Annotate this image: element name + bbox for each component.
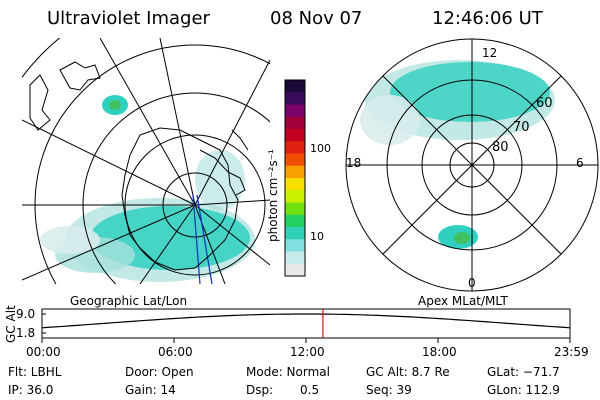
colorbar-swatch bbox=[285, 263, 305, 277]
info-dsp-label: Dsp: bbox=[246, 383, 274, 397]
colorbar-swatch bbox=[285, 202, 305, 216]
mlt-label-18: 18 bbox=[346, 156, 362, 170]
colorbar bbox=[284, 79, 306, 277]
info-gcalt: GC Alt: 8.7 Re bbox=[366, 365, 450, 379]
colorbar-tick-10: 10 bbox=[310, 230, 324, 243]
colorbar-swatch bbox=[285, 165, 305, 179]
time-label: 12:46:06 UT bbox=[432, 8, 543, 29]
colorbar-swatch bbox=[285, 190, 305, 203]
time-tick-0: 00:00 bbox=[26, 345, 61, 359]
mlat-label-80: 80 bbox=[492, 140, 509, 155]
colorbar-swatch bbox=[285, 141, 305, 154]
colorbar-swatch bbox=[285, 214, 305, 228]
apex-caption: Apex MLat/MLT bbox=[418, 294, 508, 308]
colorbar-swatch bbox=[285, 80, 305, 93]
colorbar-swatch bbox=[285, 178, 305, 191]
colorbar-swatch bbox=[285, 129, 305, 142]
colorbar-frame bbox=[284, 79, 306, 277]
time-tick-12: 12:00 bbox=[290, 345, 325, 359]
colorbar-swatch bbox=[285, 227, 305, 240]
info-glon: GLon: 112.9 bbox=[487, 383, 560, 397]
time-tick-18: 18:00 bbox=[422, 345, 457, 359]
mlat-label-60: 60 bbox=[536, 96, 553, 111]
colorbar-tick-100: 100 bbox=[310, 142, 331, 155]
longitude-lines bbox=[22, 38, 270, 284]
geographic-caption: Geographic Lat/Lon bbox=[70, 294, 188, 308]
aurora-emission-left bbox=[40, 95, 255, 282]
colorbar-swatch bbox=[285, 104, 305, 118]
colorbar-swatch bbox=[285, 153, 305, 167]
colorbar-unit-label: photon cm⁻²s⁻¹ bbox=[266, 149, 280, 242]
colorbar-swatch bbox=[285, 116, 305, 130]
magnetic-meridian-lines bbox=[192, 194, 213, 284]
coastlines bbox=[29, 61, 249, 271]
info-gain: Gain: 14 bbox=[125, 383, 176, 397]
mlt-label-12: 12 bbox=[482, 46, 498, 60]
info-door: Door: Open bbox=[125, 365, 194, 379]
info-mode: Mode: Normal bbox=[246, 365, 330, 379]
info-seq: Seq: 39 bbox=[366, 383, 412, 397]
mlt-label-0: 0 bbox=[468, 276, 476, 290]
info-glat: GLat: −71.7 bbox=[487, 365, 560, 379]
info-flt: Flt: LBHL bbox=[8, 365, 62, 379]
info-dsp-value: 0.5 bbox=[300, 383, 320, 397]
apex-polar-plot bbox=[345, 38, 599, 292]
aurora-emission-right bbox=[360, 60, 555, 249]
colorbar-swatch bbox=[285, 239, 305, 252]
gc-alt-tick-high: 9.0 bbox=[16, 307, 36, 321]
time-tick-end: 23:59 bbox=[554, 345, 589, 359]
gc-alt-tick-low: 1.8 bbox=[16, 326, 36, 340]
app-title: Ultraviolet Imager bbox=[47, 8, 210, 29]
mlat-label-70: 70 bbox=[513, 120, 530, 135]
colorbar-swatch bbox=[285, 92, 305, 105]
date-label: 08 Nov 07 bbox=[270, 8, 363, 29]
altitude-plot bbox=[41, 308, 571, 343]
mlt-label-6: 6 bbox=[576, 156, 584, 170]
colorbar-swatch bbox=[285, 251, 305, 265]
info-ip: IP: 36.0 bbox=[8, 383, 54, 397]
time-tick-6: 06:00 bbox=[158, 345, 193, 359]
